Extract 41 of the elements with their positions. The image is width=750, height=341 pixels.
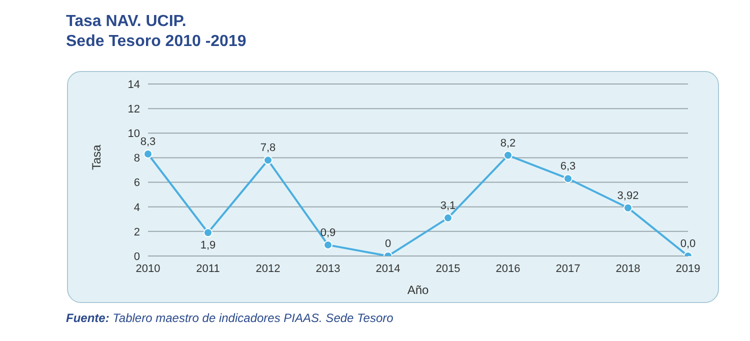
x-tick-label: 2016 [496,262,520,275]
point [444,213,452,222]
y-tick-label: 2 [134,226,140,238]
data-label: 7,8 [260,142,276,154]
point [504,150,512,160]
point [264,156,272,165]
x-tick-label: 2017 [556,262,580,275]
y-tick-label: 0 [134,250,140,263]
data-label: 3,1 [440,200,456,212]
x-tick-label: 2011 [196,262,220,275]
data-label: 6,3 [560,160,576,173]
point [564,174,572,184]
data-label: 8,3 [140,136,156,148]
point [144,150,152,159]
data-label: 1,9 [200,240,216,252]
y-tick-label: 8 [134,152,140,165]
data-label: 0,0 [680,238,696,250]
chart-title: Tasa NAV. UCIP. [66,12,188,32]
y-tick-label: 4 [134,202,140,214]
x-tick-label: 2014 [376,262,400,275]
point [204,228,212,238]
y-tick-label: 12 [128,103,140,116]
data-label: 8,2 [500,137,516,150]
y-tick-label: 10 [128,128,140,140]
point [324,240,332,250]
x-tick-label: 2012 [256,262,280,275]
x-tick-label: 2018 [616,262,640,275]
x-tick-label: 2019 [676,262,700,275]
x-tick-label: 2013 [316,262,340,275]
source-note: Fuente: Tablero maestro de indicadores PIAAS. Sede Tesoro [66,311,394,325]
y-axis-title: Tasa [89,144,104,170]
data-label: 0 [384,238,392,250]
x-tick-label: 2010 [136,262,160,275]
chart-subtitle: Sede Tesoro 2010 -2019 [66,32,246,52]
y-tick-label: 14 [128,78,140,91]
x-axis-title: Año [407,283,429,297]
data-label: 0,9 [320,226,336,239]
x-tick-label: 2015 [436,262,460,275]
data-label: 3,92 [617,190,639,202]
point [624,203,632,212]
y-tick-label: 6 [134,177,140,190]
